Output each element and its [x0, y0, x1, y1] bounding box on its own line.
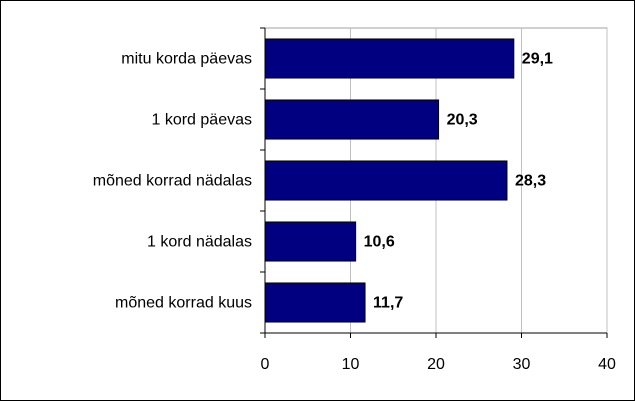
value-label: 28,3: [515, 173, 546, 190]
x-tick-label: 0: [261, 356, 270, 373]
value-label: 20,3: [447, 112, 478, 129]
x-tick-label: 10: [342, 356, 360, 373]
value-label: 11,7: [373, 295, 403, 312]
y-tick-label: mõned korrad kuus: [115, 295, 252, 312]
y-tick-label: 1 kord päevas: [151, 112, 252, 129]
x-tick-label: 30: [513, 356, 531, 373]
bar: [264, 221, 357, 262]
y-tick-label: 1 kord nädalas: [147, 234, 252, 251]
y-tick-label: mitu korda päevas: [121, 51, 252, 68]
value-label: 29,1: [522, 51, 553, 68]
x-tick-label: 20: [427, 356, 445, 373]
bar: [264, 282, 366, 323]
value-label: 10,6: [364, 234, 395, 251]
bar: [264, 160, 508, 201]
bar: [264, 38, 515, 79]
x-tick-label: 40: [598, 356, 616, 373]
bar: [264, 99, 440, 140]
y-tick-label: mõned korrad nädalas: [93, 173, 252, 190]
